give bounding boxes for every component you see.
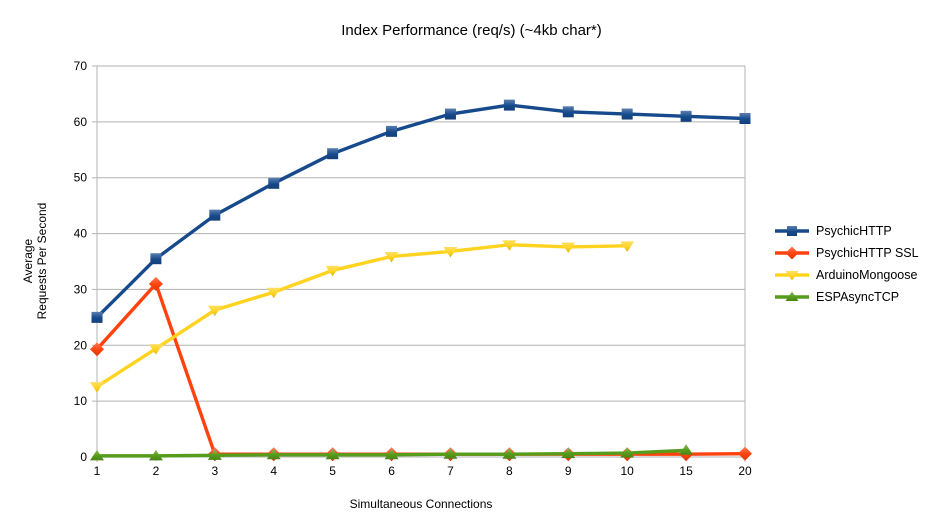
triangle-up-marker-icon	[325, 448, 340, 460]
triangle-up-marker-icon	[90, 449, 104, 461]
triangle-up-marker-icon	[266, 448, 281, 460]
chart-title: Index Performance (req/s) (~4kb char*)	[341, 22, 602, 39]
series-line-arduinomongoose	[96, 243, 628, 389]
x-tick-label: 1	[94, 464, 101, 478]
y-tick-label: 70	[74, 59, 88, 73]
square-marker-icon	[209, 209, 221, 221]
triangle-up-marker-icon	[502, 448, 517, 459]
legend-key-icon	[775, 271, 809, 281]
series-line-psychichttp	[95, 103, 746, 319]
triangle-up-marker-icon	[785, 291, 799, 301]
legend-key-icon	[775, 226, 809, 236]
legend-key-icon	[775, 246, 809, 260]
triangle-down-marker-icon	[561, 242, 576, 253]
legend-label: ESPAsyncTCP	[816, 290, 900, 304]
triangle-up-marker-icon	[561, 447, 576, 459]
diamond-marker-icon	[738, 446, 752, 461]
diamond-marker-icon	[785, 246, 799, 260]
legend-label: PsychicHTTP	[816, 224, 892, 238]
y-tick-label: 20	[74, 338, 88, 352]
triangle-down-marker-icon	[266, 287, 281, 299]
x-tick-label: 3	[211, 464, 218, 478]
legend-item-arduinomongoose: ArduinoMongoose	[775, 264, 919, 286]
x-tick-label: 6	[388, 464, 395, 478]
triangle-down-marker-icon	[207, 305, 222, 317]
y-tick-label: 40	[74, 227, 88, 241]
y-tick-label: 10	[74, 394, 88, 408]
triangle-down-marker-icon	[785, 271, 799, 281]
legend-item-espasynctcp: ESPAsyncTCP	[775, 286, 919, 308]
square-marker-icon	[503, 99, 515, 111]
square-marker-icon	[386, 125, 398, 137]
triangle-down-marker-icon	[148, 344, 163, 355]
triangle-down-marker-icon	[90, 382, 104, 393]
x-tick-label: 15	[679, 464, 693, 478]
legend-label: ArduinoMongoose	[816, 268, 918, 282]
legend-key-icon	[775, 291, 809, 301]
triangle-down-marker-icon	[502, 240, 517, 251]
square-marker-icon	[91, 311, 103, 323]
square-marker-icon	[150, 253, 162, 265]
square-marker-icon	[739, 113, 751, 125]
x-tick-label: 20	[738, 464, 752, 478]
y-tick-label: 30	[74, 282, 88, 296]
square-marker-icon	[444, 108, 456, 120]
square-marker-icon	[562, 106, 574, 118]
triangle-up-marker-icon	[207, 449, 222, 460]
x-tick-label: 2	[153, 464, 160, 478]
triangle-up-marker-icon	[384, 448, 399, 460]
x-axis-title: Simultaneous Connections	[349, 497, 493, 511]
square-marker-icon	[268, 177, 280, 189]
legend-item-psychichttp-ssl: PsychicHTTP SSL	[775, 242, 919, 264]
x-tick-label: 9	[565, 464, 572, 478]
y-tick-label: 60	[74, 115, 88, 129]
x-tick-label: 7	[447, 464, 454, 478]
triangle-up-marker-icon	[620, 447, 635, 458]
square-marker-icon	[327, 148, 339, 160]
triangle-down-marker-icon	[325, 265, 340, 277]
square-marker-icon	[787, 226, 797, 236]
triangle-up-marker-icon	[443, 448, 458, 459]
y-tick-label: 0	[80, 450, 87, 464]
diamond-marker-icon	[148, 276, 163, 291]
triangle-down-marker-icon	[620, 241, 635, 252]
diamond-marker-icon	[90, 342, 104, 357]
y-tick-label: 50	[74, 171, 88, 185]
x-tick-label: 4	[270, 464, 277, 478]
chart-legend: PsychicHTTP PsychicHTTP SSL ArduinoMongoos…	[775, 220, 919, 308]
triangle-down-marker-icon	[443, 246, 458, 258]
legend-item-psychichttp: PsychicHTTP	[775, 220, 919, 242]
triangle-up-marker-icon	[679, 444, 694, 455]
square-marker-icon	[680, 110, 692, 122]
series-line-psychichttp-ssl	[95, 280, 746, 456]
triangle-down-marker-icon	[384, 251, 399, 263]
x-tick-label: 8	[506, 464, 513, 478]
x-tick-label: 10	[621, 464, 635, 478]
x-tick-label: 5	[329, 464, 336, 478]
square-marker-icon	[621, 108, 633, 120]
triangle-up-marker-icon	[148, 449, 163, 461]
legend-label: PsychicHTTP SSL	[816, 246, 919, 260]
